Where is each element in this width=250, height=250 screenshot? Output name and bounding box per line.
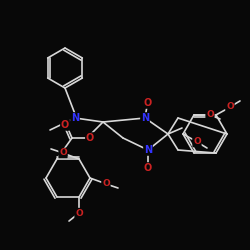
Text: N: N <box>141 113 149 123</box>
Text: O: O <box>144 163 152 173</box>
Text: O: O <box>144 98 152 108</box>
Text: O: O <box>206 110 214 120</box>
Text: O: O <box>75 208 83 218</box>
Text: O: O <box>226 102 234 112</box>
Text: N: N <box>71 113 79 123</box>
Text: O: O <box>193 138 201 146</box>
Text: N: N <box>144 145 152 155</box>
Text: O: O <box>61 120 69 130</box>
Text: O: O <box>86 133 94 143</box>
Text: O: O <box>59 148 67 158</box>
Text: O: O <box>102 180 110 188</box>
